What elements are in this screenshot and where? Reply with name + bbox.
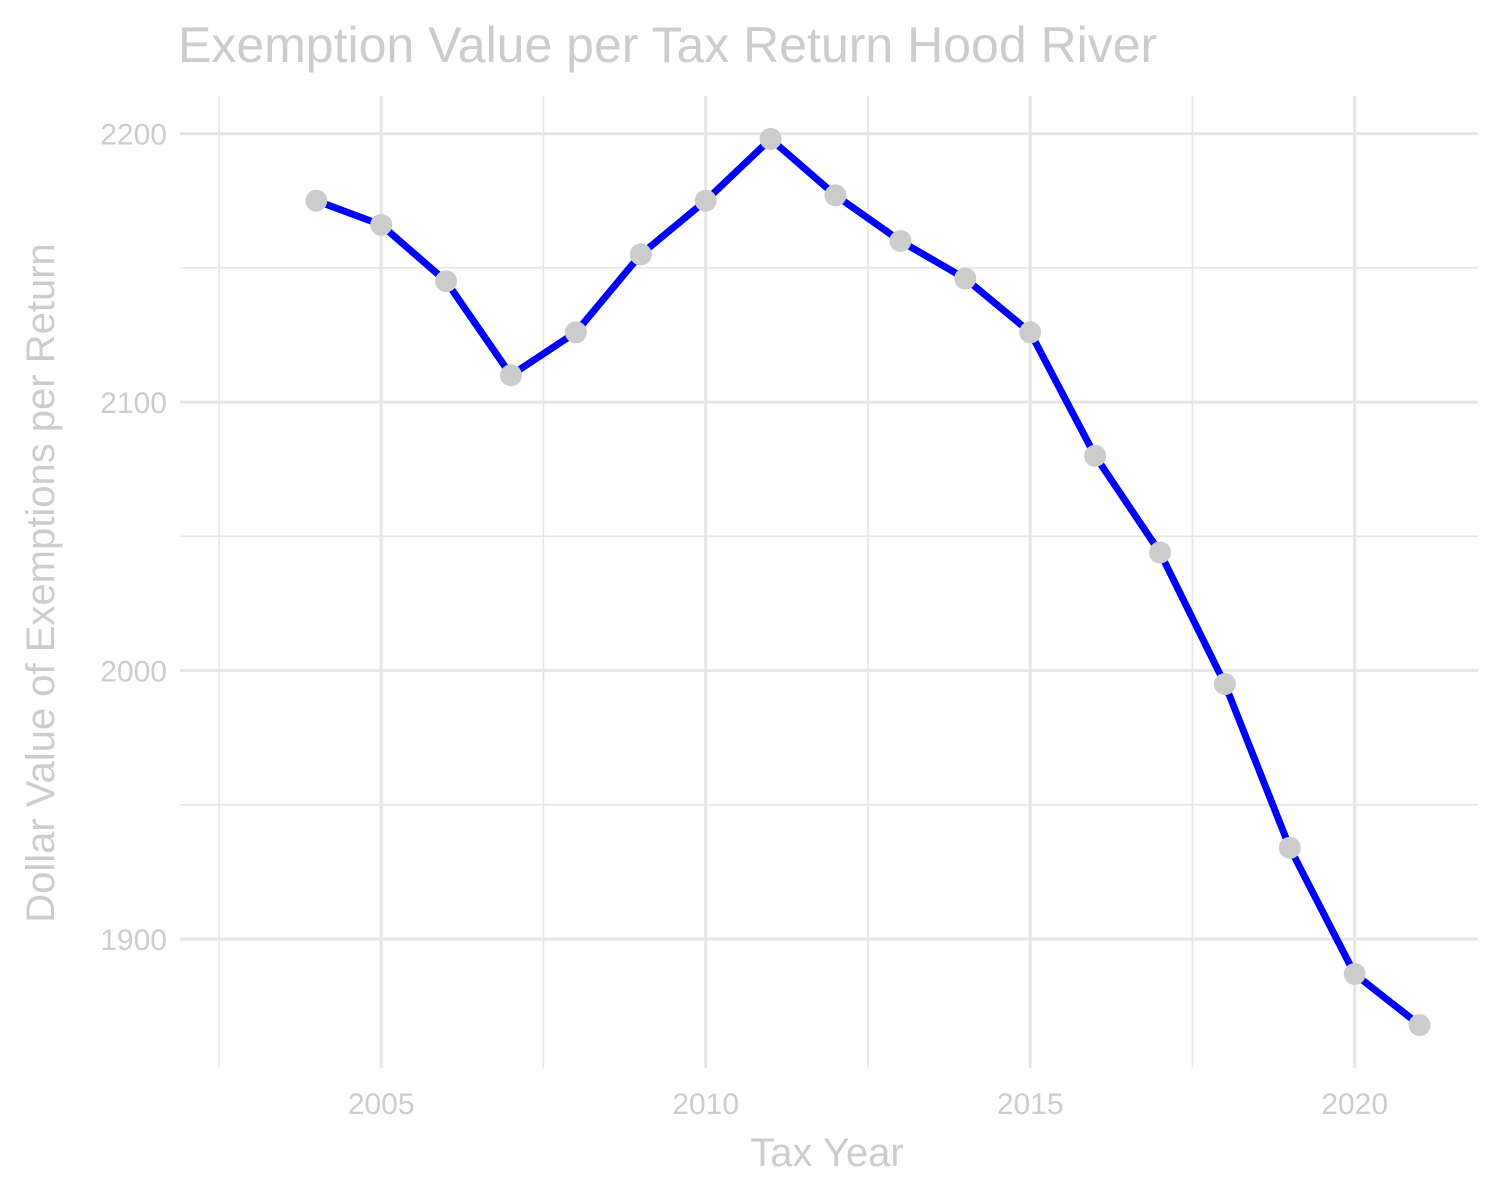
data-point — [305, 189, 328, 212]
data-point — [629, 243, 652, 266]
y-tick-label: 1900 — [100, 924, 167, 957]
data-point — [499, 364, 522, 387]
data-point — [1148, 541, 1171, 564]
minor-gridlines — [180, 96, 1478, 1068]
y-tick-label: 2200 — [100, 119, 167, 152]
data-point — [370, 213, 393, 236]
data-points — [305, 127, 1431, 1037]
data-point — [1019, 321, 1042, 344]
x-tick-label: 2005 — [348, 1088, 415, 1121]
data-point — [694, 189, 717, 212]
y-tick-labels: 1900 2000 2100 2200 — [100, 119, 167, 958]
x-tick-labels: 2005 2010 2015 2020 — [348, 1088, 1388, 1121]
data-point — [564, 321, 587, 344]
y-tick-label: 2100 — [100, 387, 167, 420]
major-gridlines — [180, 96, 1478, 1068]
data-point — [1084, 444, 1107, 467]
x-tick-label: 2015 — [997, 1088, 1064, 1121]
data-point — [889, 229, 912, 252]
x-tick-label: 2010 — [672, 1088, 739, 1121]
data-point — [954, 267, 977, 290]
data-point — [1408, 1014, 1431, 1037]
data-point — [1343, 963, 1366, 986]
series-line — [312, 135, 1424, 1029]
y-tick-label: 2000 — [100, 656, 167, 689]
x-axis-title: Tax Year — [750, 1131, 903, 1175]
x-tick-label: 2020 — [1321, 1088, 1388, 1121]
data-point — [435, 270, 458, 293]
data-point — [1278, 836, 1301, 859]
chart-title: Exemption Value per Tax Return Hood Rive… — [178, 17, 1158, 73]
data-point — [1213, 673, 1236, 696]
data-point — [759, 127, 782, 150]
data-point — [824, 184, 847, 207]
series-line-group — [312, 135, 1424, 1029]
y-axis-title: Dollar Value of Exemptions per Return — [19, 243, 63, 923]
